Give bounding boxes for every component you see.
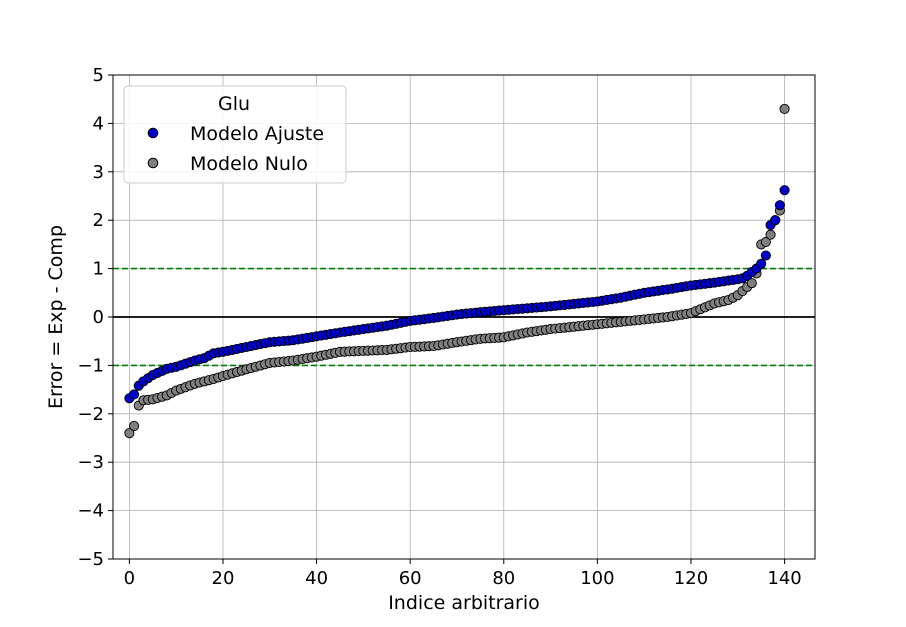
point-modelo-nulo [760, 236, 771, 248]
y-tick-label: 4 [93, 113, 104, 134]
legend-label-modelo-nulo: Modelo Nulo [190, 153, 308, 175]
y-tick-label: 5 [93, 65, 104, 86]
y-tick-label: −4 [77, 501, 104, 522]
legend: Glu Modelo Ajuste Modelo Nulo [123, 85, 347, 184]
point-modelo-ajuste [756, 258, 767, 269]
y-tick-label: 3 [93, 162, 104, 183]
point-modelo-nulo [779, 103, 790, 114]
x-tick-label: 60 [399, 568, 422, 589]
legend-marker-modelo-nulo [147, 157, 159, 169]
point-modelo-nulo [765, 229, 776, 240]
x-tick-label: 120 [674, 568, 708, 589]
y-tick-label: −1 [77, 355, 104, 376]
x-tick-label: 40 [305, 568, 328, 589]
data-points [124, 103, 790, 439]
y-tick-label: 2 [93, 210, 104, 231]
legend-box [123, 85, 347, 184]
point-modelo-ajuste [760, 250, 771, 261]
point-modelo-nulo [129, 420, 140, 431]
y-tick-label: −5 [77, 549, 104, 570]
x-tick-label: 20 [212, 568, 235, 589]
x-tick-label: 140 [767, 568, 801, 589]
y-tick-label: 1 [93, 259, 104, 280]
legend-marker-modelo-ajuste [147, 127, 159, 139]
point-modelo-ajuste [779, 185, 790, 196]
legend-label-modelo-ajuste: Modelo Ajuste [190, 123, 324, 145]
y-tick-label: 0 [93, 307, 104, 328]
x-tick-label: 100 [580, 568, 614, 589]
x-axis-label: Indice arbitrario [388, 592, 540, 614]
y-axis-label: Error = Exp - Comp [45, 225, 67, 409]
legend-title: Glu [218, 93, 250, 115]
point-modelo-ajuste [774, 200, 785, 211]
x-tick-label: 80 [492, 568, 515, 589]
axis-ticks: 0 20 40 60 80 100 120 140 −5 −4 −3 −2 −1 0 1 2 3 4 5 [77, 65, 801, 589]
point-modelo-nulo [124, 428, 135, 439]
point-modelo-ajuste [129, 389, 140, 400]
point-modelo-ajuste [770, 215, 781, 226]
y-tick-label: −3 [77, 452, 104, 473]
y-tick-label: −2 [77, 404, 104, 425]
x-tick-label: 0 [124, 568, 135, 589]
point-modelo-nulo [746, 278, 757, 289]
